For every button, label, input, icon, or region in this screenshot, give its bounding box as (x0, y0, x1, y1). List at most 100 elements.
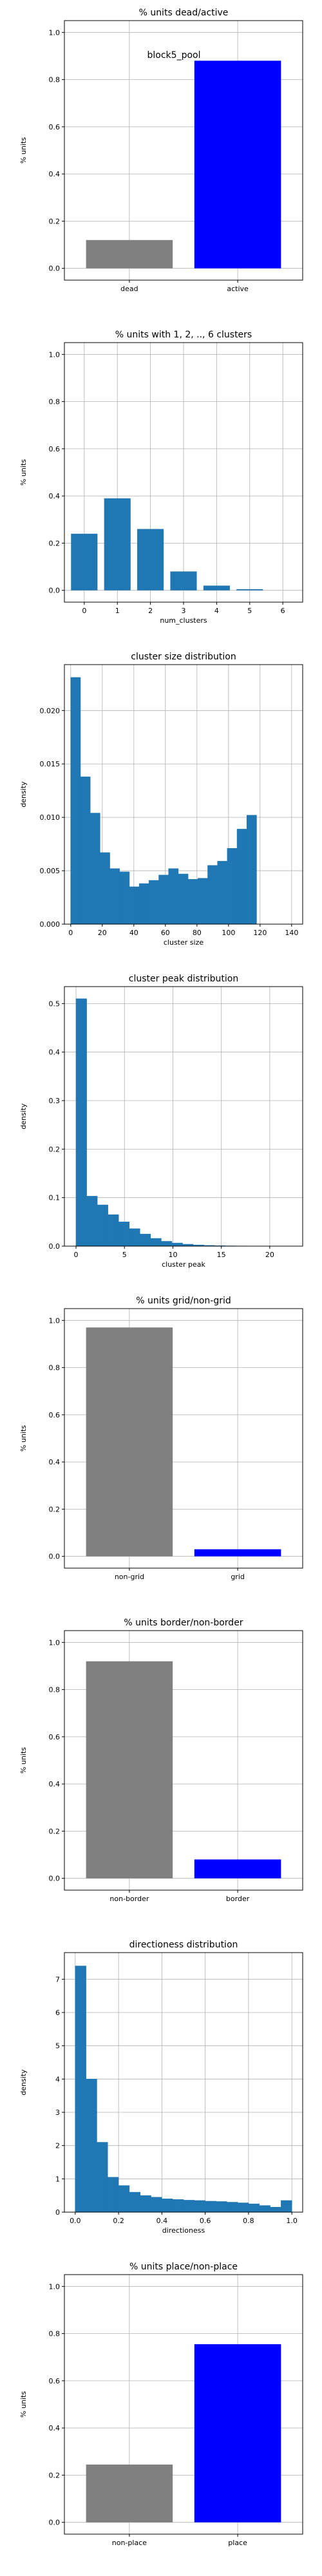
y-tick-label: 0.8 (49, 1686, 61, 1694)
histogram-bin-2 (97, 2142, 108, 2213)
chart-panel-6: 0 1 2 3 4 5 6 7 0.0 0.2 0.4 0.6 0.8 1.0 directioness d… (19, 1940, 303, 2235)
bar-border (194, 1859, 281, 1879)
histogram-bin-0 (75, 998, 87, 1247)
y-tick-label: 0 (55, 2208, 60, 2217)
x-tick-label: 15 (217, 1251, 226, 1259)
y-axis-label: % units (19, 1747, 28, 1774)
histogram-bin-3 (100, 852, 110, 925)
histogram-bin-14 (207, 865, 218, 925)
y-tick-label: 1.0 (49, 2282, 61, 2291)
x-tick-label: 5 (247, 607, 252, 615)
chart-panel-7: 0.0 0.2 0.4 0.6 0.8 1.0 non-place place % units … (19, 2262, 303, 2547)
y-tick-label: 0.0 (49, 1242, 61, 1251)
x-tick-label: non-grid (115, 1573, 144, 1581)
histogram-bin-12 (205, 2201, 216, 2213)
histogram-bin-9 (158, 875, 169, 925)
bar-non-grid (86, 1327, 173, 1557)
y-tick-label: 4 (55, 2075, 60, 2083)
bar-place (194, 2344, 281, 2523)
chart-title: cluster peak distribution (129, 974, 238, 984)
y-tick-label: 0.2 (49, 1827, 61, 1835)
histogram-bin-9 (172, 2199, 184, 2213)
data-marks (75, 998, 290, 1247)
y-tick-label: 0.4 (49, 1048, 61, 1057)
bar-5 (236, 589, 263, 591)
y-tick-label: 0.0 (49, 265, 61, 273)
histogram-bin-13 (198, 878, 208, 925)
y-tick-label: 1.0 (49, 350, 61, 359)
histogram-bin-18 (247, 815, 257, 925)
plot-frame (64, 1952, 303, 2213)
y-tick-label: 0.010 (40, 813, 61, 822)
y-tick-label: 0.8 (49, 2330, 61, 2338)
data-marks (86, 61, 281, 269)
x-tick-label: active (227, 285, 249, 293)
histogram-bin-1 (86, 2079, 97, 2213)
y-tick-label: 5 (55, 2042, 60, 2050)
y-tick-label: 3 (55, 2108, 60, 2117)
y-tick-label: 1 (55, 2175, 60, 2183)
x-tick-label: 0.4 (156, 2217, 168, 2225)
x-axis-label: directioness (162, 2226, 205, 2235)
histogram-bin-15 (237, 2202, 249, 2213)
x-tick-label: 4 (214, 607, 219, 615)
y-tick-label: 0.005 (40, 867, 61, 875)
y-axis-label: density (19, 2069, 28, 2096)
chart-title: % units with 1, 2, .., 6 clusters (115, 330, 252, 340)
histogram-bin-3 (108, 2177, 119, 2213)
histogram-bin-2 (97, 1204, 108, 1247)
x-axis-label: num_clusters (160, 616, 207, 625)
y-tick-label: 0.2 (49, 1145, 61, 1153)
bar-3 (170, 571, 197, 591)
data-marks (70, 677, 257, 925)
x-tick-label: 1.0 (286, 2217, 298, 2225)
chart-panel-2: 0.000 0.005 0.010 0.015 0.020 0 20 40 60 80 100 120… (19, 652, 303, 947)
y-tick-label: 0.4 (49, 1780, 61, 1788)
y-tick-label: 6 (55, 2009, 60, 2017)
x-axis-label: cluster size (164, 938, 204, 947)
y-tick-label: 1.0 (49, 1638, 61, 1647)
bar-non-place (86, 2464, 173, 2523)
histogram-bin-3 (108, 1214, 119, 1247)
y-tick-label: 0.020 (40, 706, 61, 715)
chart-panel-0: 0.0 0.2 0.4 0.6 0.8 1.0 dead active % units dead… (19, 8, 303, 293)
y-tick-label: 1.0 (49, 28, 61, 37)
x-tick-label: 20 (98, 929, 107, 937)
y-tick-label: 0.0 (49, 1875, 61, 1883)
x-tick-label: place (228, 2539, 247, 2547)
x-tick-label: 5 (122, 1251, 127, 1259)
histogram-bin-5 (129, 2192, 140, 2213)
bar-4 (203, 585, 230, 591)
x-tick-label: 40 (129, 929, 138, 937)
x-tick-label: 60 (161, 929, 170, 937)
histogram-bin-17 (236, 829, 247, 925)
x-tick-label: 100 (222, 929, 235, 937)
y-tick-label: 0.6 (49, 2377, 61, 2385)
bar-non-border (86, 1661, 173, 1879)
histogram-bin-1 (86, 1196, 98, 1247)
histogram-bin-8 (161, 1241, 173, 1247)
y-tick-label: 0.6 (49, 1411, 61, 1419)
histogram-bin-11 (178, 873, 189, 925)
y-tick-label: 0.2 (49, 217, 61, 225)
histogram-bin-15 (217, 860, 228, 925)
bar-1 (104, 498, 131, 591)
x-axis-label: cluster peak (162, 1260, 205, 1269)
x-tick-label: 0.2 (113, 2217, 124, 2225)
x-tick-label: 1 (115, 607, 120, 615)
histogram-bin-6 (129, 886, 140, 925)
histogram-bin-10 (183, 2200, 195, 2213)
y-axis-label: % units (19, 1425, 28, 1452)
histogram-bin-9 (171, 1242, 183, 1247)
chart-title: % units dead/active (139, 8, 229, 18)
grid-lines (64, 21, 303, 280)
bar-0 (71, 533, 98, 591)
histogram-bin-7 (151, 2197, 162, 2213)
histogram-bin-5 (129, 1228, 140, 1247)
chart-title: cluster size distribution (131, 652, 236, 662)
histogram-bin-11 (194, 2200, 205, 2213)
y-tick-label: 0.4 (49, 2424, 61, 2432)
y-tick-label: 0.3 (49, 1097, 61, 1105)
histogram-bin-2 (90, 813, 100, 925)
y-tick-label: 2 (55, 2142, 60, 2150)
